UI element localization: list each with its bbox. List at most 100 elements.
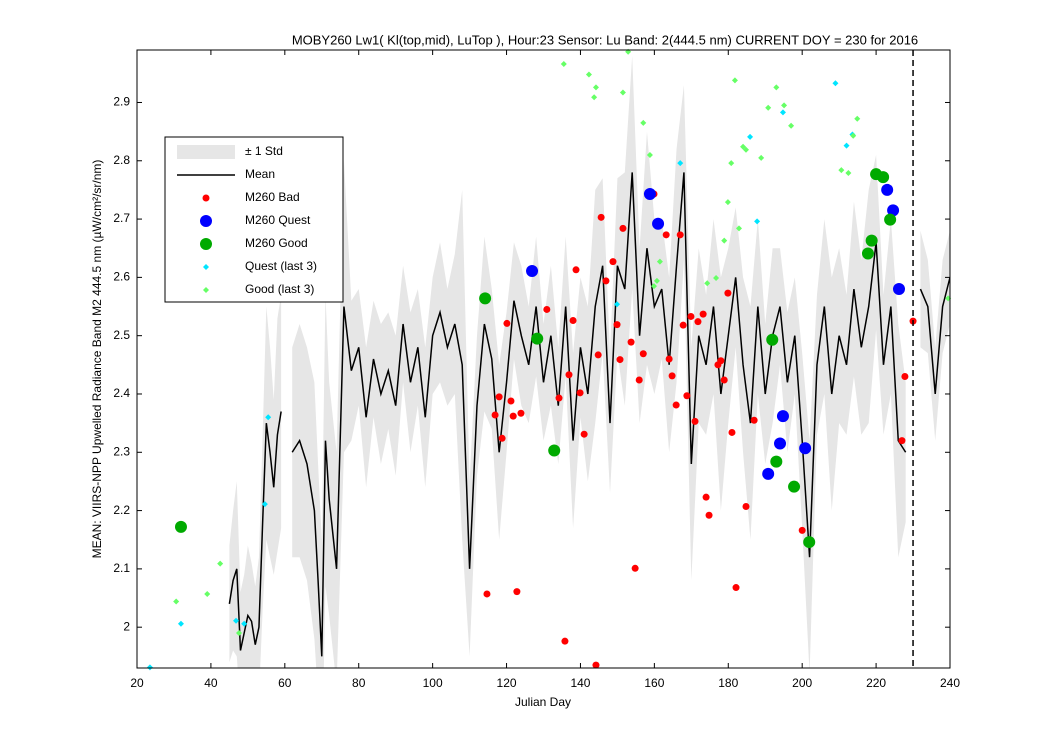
- point: [261, 501, 268, 508]
- y-tick-label: 2.6: [113, 270, 130, 284]
- point: [770, 455, 783, 468]
- point: [679, 321, 687, 329]
- point: [735, 225, 742, 232]
- std-band: [920, 230, 950, 441]
- point: [665, 355, 673, 363]
- point: [865, 234, 878, 247]
- x-tick-label: 60: [278, 676, 292, 690]
- plot-frame: [136, 49, 951, 669]
- point: [838, 167, 845, 174]
- point: [750, 416, 758, 424]
- point: [650, 283, 657, 290]
- point: [720, 376, 728, 384]
- point: [803, 536, 816, 549]
- point: [479, 292, 492, 305]
- point: [526, 264, 539, 277]
- point: [728, 160, 735, 167]
- point: [774, 437, 787, 450]
- point: [585, 71, 592, 78]
- y-tick-label: 2.2: [113, 503, 130, 517]
- point: [498, 434, 506, 442]
- chart-title: MOBY260 Lw1( Kl(top,mid), LuTop ), Hour:…: [292, 32, 918, 47]
- point: [233, 617, 240, 624]
- point: [705, 511, 713, 519]
- point: [656, 258, 663, 265]
- point: [616, 356, 624, 364]
- point: [677, 160, 684, 167]
- legend-label: M260 Bad: [245, 190, 300, 204]
- point: [781, 102, 788, 109]
- legend-label: M260 Quest: [245, 213, 311, 227]
- point: [747, 133, 754, 140]
- point: [854, 115, 861, 122]
- x-tick-label: 180: [718, 676, 738, 690]
- point: [619, 89, 626, 96]
- point: [241, 620, 248, 627]
- legend-swatch: [203, 287, 209, 293]
- point: [832, 80, 839, 87]
- legend-box: [164, 136, 344, 303]
- x-tick-label: 140: [570, 676, 590, 690]
- legend-label: ± 1 Std: [245, 144, 283, 158]
- point: [683, 392, 691, 400]
- y-axis-label: MEAN: VIIRS-NPP Upwelled Radiance Band M…: [90, 160, 104, 559]
- mean-line: [919, 277, 950, 395]
- point: [235, 630, 242, 637]
- point: [901, 372, 909, 380]
- point: [503, 319, 511, 327]
- x-tick-label: 220: [866, 676, 886, 690]
- y-tick-label: 2.8: [113, 153, 130, 167]
- point: [672, 401, 680, 409]
- point: [845, 170, 852, 177]
- point: [694, 318, 702, 326]
- point: [773, 84, 780, 91]
- point: [643, 188, 656, 201]
- line-layer: [228, 172, 950, 657]
- point: [576, 389, 584, 397]
- point: [592, 84, 599, 91]
- point: [646, 151, 653, 158]
- point: [758, 154, 765, 161]
- point: [766, 333, 779, 346]
- point: [850, 132, 857, 139]
- point: [531, 332, 544, 345]
- point: [704, 280, 711, 287]
- point: [668, 372, 676, 380]
- point: [798, 526, 806, 534]
- mean-line: [228, 411, 282, 651]
- point: [843, 142, 850, 149]
- point: [713, 274, 720, 281]
- point: [779, 109, 786, 116]
- point: [799, 442, 812, 455]
- x-tick-label: 240: [940, 676, 960, 690]
- mean-line: [291, 172, 907, 657]
- point: [204, 590, 211, 597]
- x-tick-label: 100: [423, 676, 443, 690]
- point: [614, 301, 621, 308]
- point: [483, 590, 491, 598]
- point: [619, 224, 627, 232]
- x-tick-label: 20: [130, 676, 144, 690]
- point: [495, 393, 503, 401]
- point: [743, 146, 750, 153]
- point: [742, 503, 750, 511]
- point: [635, 376, 643, 384]
- x-tick-label: 40: [204, 676, 218, 690]
- point: [548, 444, 561, 457]
- band-layer: [229, 55, 950, 668]
- point: [687, 312, 695, 320]
- point: [569, 317, 577, 325]
- legend-swatch: [200, 215, 212, 227]
- axis-layer: 20 40 60 80 100 120 140 160 180 200 220 240 2 2.1 2.2 2…: [113, 49, 960, 690]
- point: [146, 664, 153, 671]
- point: [173, 598, 180, 605]
- point: [893, 283, 906, 296]
- point: [609, 258, 617, 266]
- x-tick-label: 80: [352, 676, 366, 690]
- y-tick-label: 2.1: [113, 561, 130, 575]
- point: [555, 394, 563, 402]
- y-tick-label: 2.4: [113, 386, 130, 400]
- point: [898, 437, 906, 445]
- point: [174, 520, 187, 533]
